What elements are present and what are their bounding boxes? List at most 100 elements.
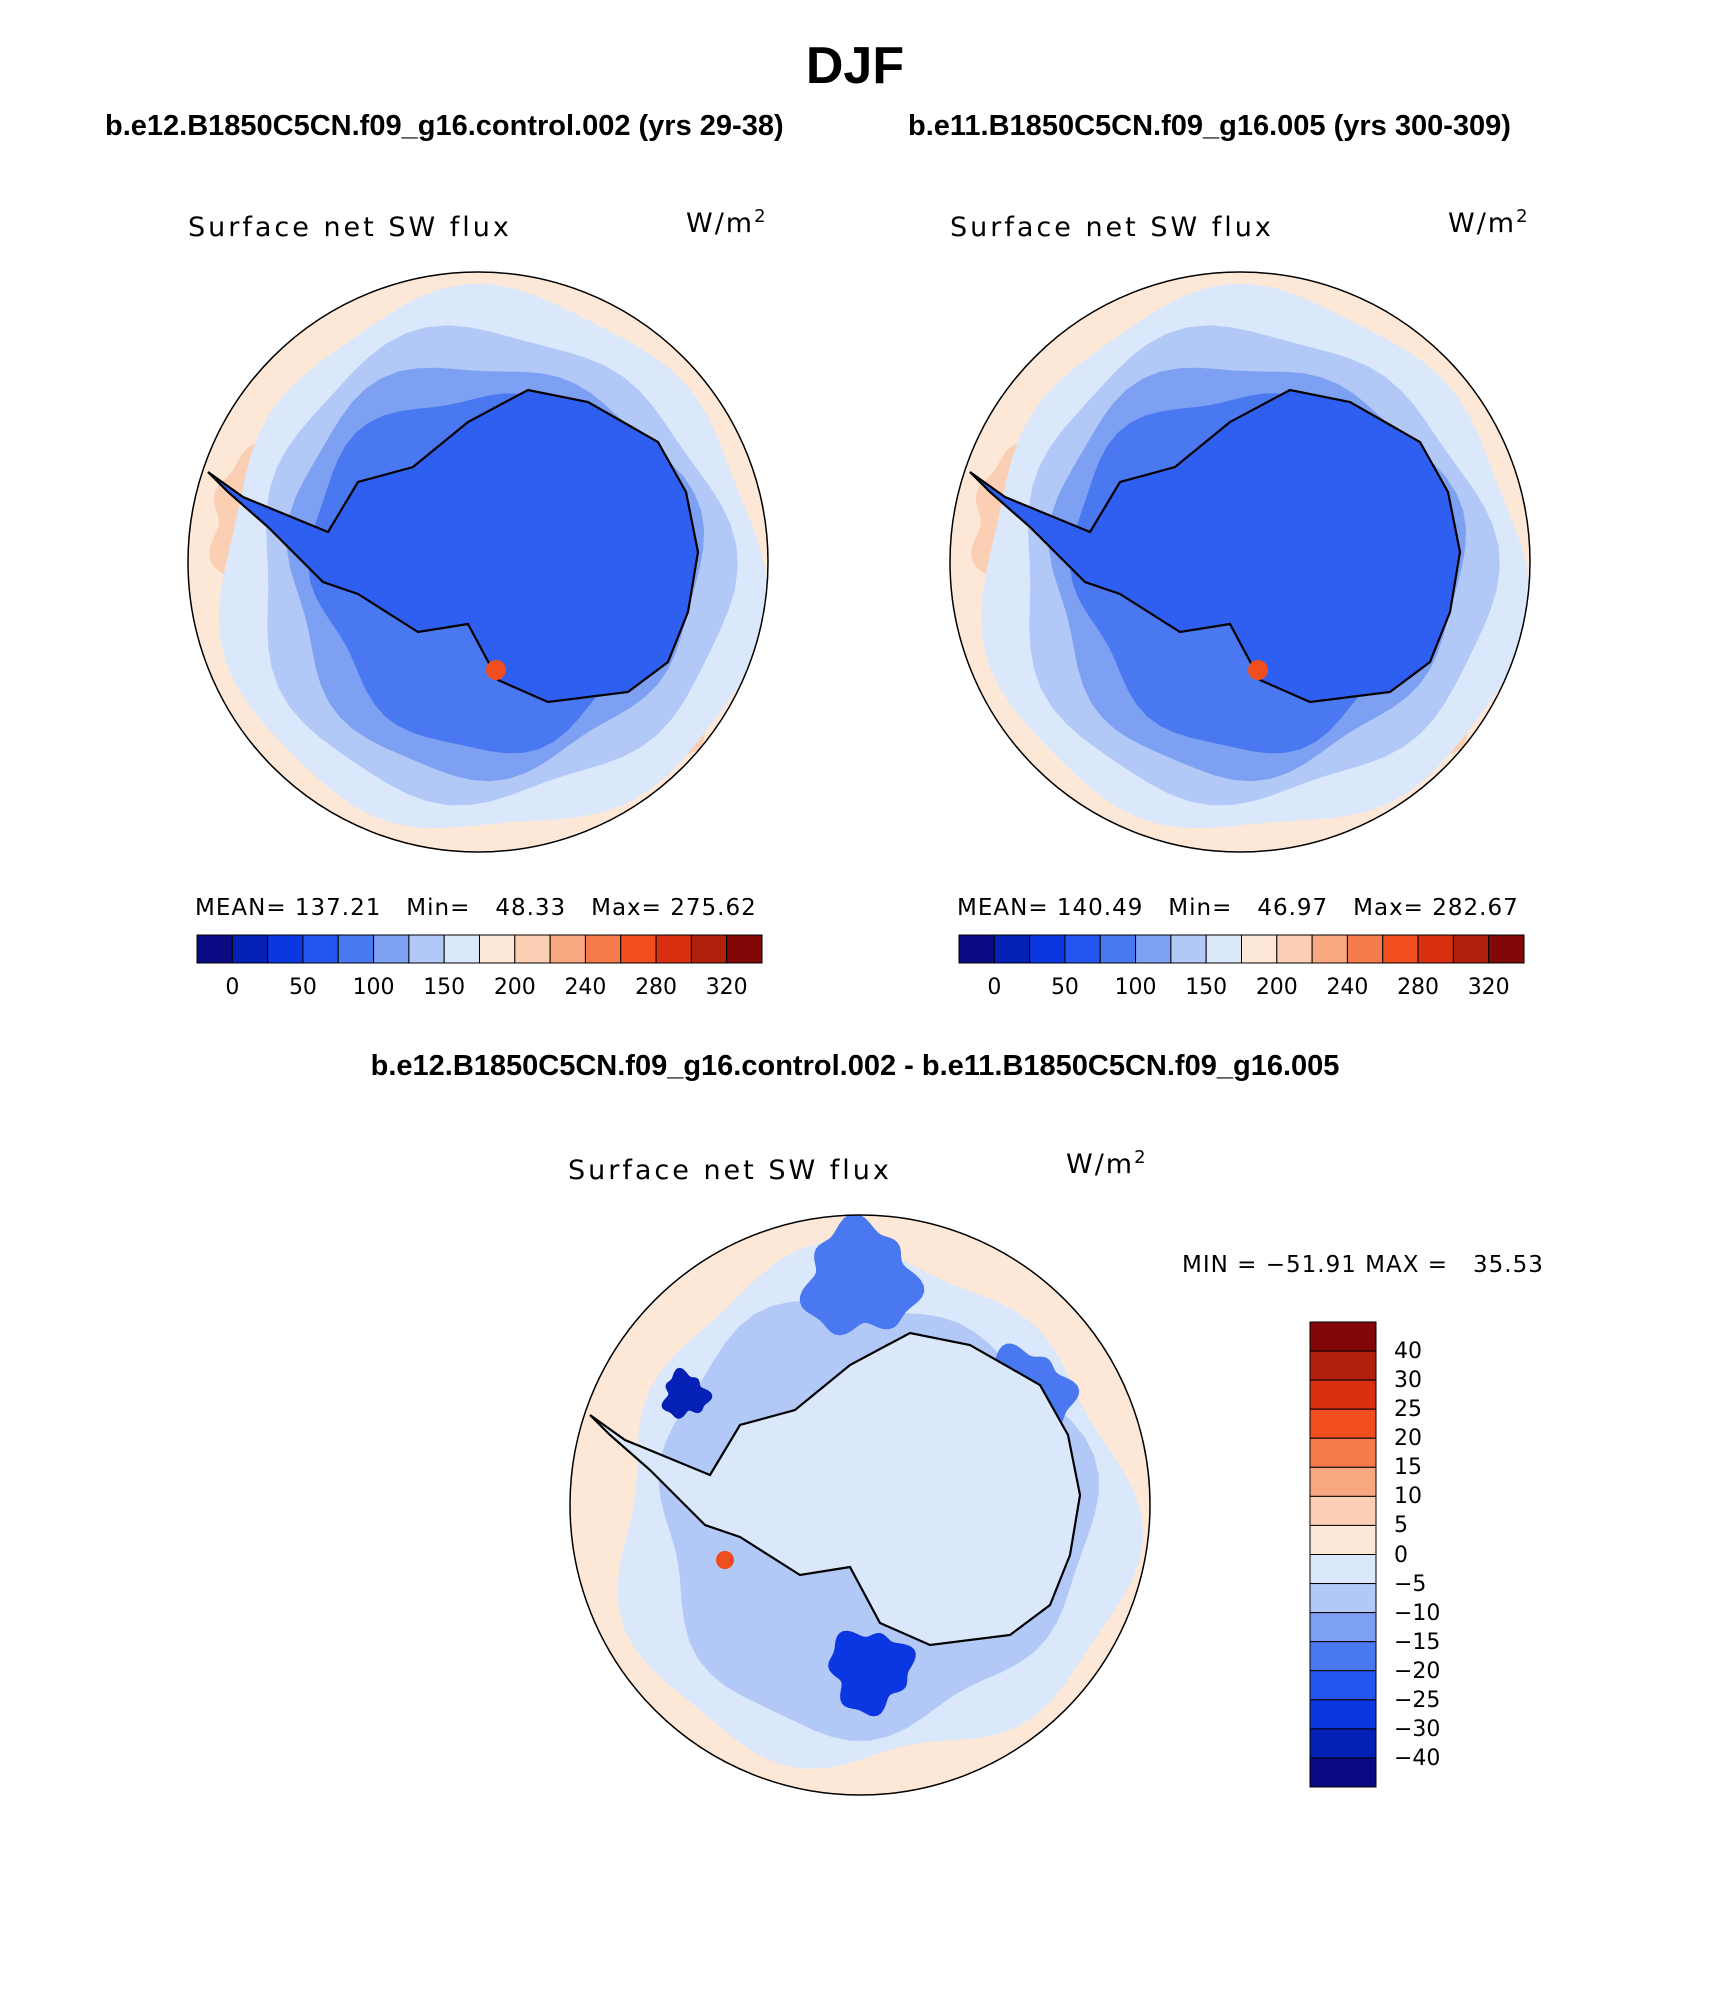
left-colorbar-box — [196, 934, 233, 964]
diff-colorbar-tick-label: −25 — [1394, 1687, 1441, 1713]
diff-colorbar-tick-label: −15 — [1394, 1629, 1441, 1655]
diff-colorbar-tick-label: −30 — [1394, 1716, 1441, 1742]
right-colorbar-box — [1346, 934, 1384, 964]
diff-colorbar-box — [1309, 1757, 1377, 1788]
diff-colorbar-box — [1309, 1699, 1377, 1730]
right-colorbar-box — [1170, 934, 1207, 964]
right-map-border — [949, 271, 1531, 853]
diff-stats: MIN = −51.91 MAX = 35.53 — [1182, 1252, 1544, 1278]
diff-colorbar-box — [1309, 1728, 1377, 1759]
diff-variable-label: Surface net SW flux — [568, 1155, 892, 1186]
left-colorbar-box — [549, 934, 586, 964]
diff-colorbar-box — [1309, 1437, 1377, 1468]
left-hotspot — [486, 660, 506, 680]
diff-colorbar-tick-label: 15 — [1394, 1455, 1422, 1481]
left-colorbar-box — [231, 934, 269, 964]
diff-colorbar-tick-label: 20 — [1394, 1426, 1422, 1452]
right-colorbar-box — [1488, 934, 1525, 964]
diff-colorbar — [1309, 1321, 1377, 1788]
diff-colorbar-box — [1309, 1524, 1377, 1555]
diff-cold-patch — [799, 1215, 925, 1336]
diff-colorbar-tick-label: 30 — [1394, 1368, 1422, 1394]
diff-colorbar-box — [1309, 1641, 1377, 1672]
diff-colorbar-tick-label: 5 — [1394, 1513, 1408, 1539]
diff-colorbar-box — [1309, 1466, 1377, 1497]
right-colorbar-box — [1029, 934, 1066, 964]
diff-units-label: W/m2 — [1066, 1147, 1148, 1180]
right-map-group — [949, 271, 1531, 853]
left-stats: MEAN= 137.21 Min= 48.33 Max= 275.62 — [195, 895, 757, 921]
right-colorbar-tick-label: 50 — [1050, 975, 1079, 1000]
right-colorbar-tick-label: 200 — [1255, 975, 1298, 1000]
left-colorbar-tick-label: 200 — [493, 975, 536, 1000]
right-variable-label: Surface net SW flux — [950, 212, 1274, 243]
diff-colorbar-tick-label: 40 — [1394, 1339, 1422, 1365]
diff-colorbar-box — [1309, 1554, 1377, 1585]
left-colorbar-box — [302, 934, 339, 964]
left-colorbar — [196, 934, 763, 964]
left-colorbar-box — [584, 934, 622, 964]
left-colorbar-box — [479, 934, 516, 964]
right-colorbar-box — [1064, 934, 1101, 964]
left-colorbar-box — [726, 934, 763, 964]
left-colorbar-box — [373, 934, 410, 964]
left-case-title: b.e12.B1850C5CN.f09_g16.control.002 (yrs… — [105, 110, 784, 142]
diff-colorbar-tick-label: −5 — [1394, 1571, 1427, 1597]
diff-colorbar-box — [1309, 1495, 1377, 1526]
left-colorbar-box — [655, 934, 692, 964]
right-colorbar-tick-label: 100 — [1114, 975, 1157, 1000]
diff-hotspot — [716, 1551, 734, 1569]
left-map-group — [187, 271, 769, 853]
left-colorbar-box — [514, 934, 551, 964]
right-antarctica — [969, 388, 1462, 704]
right-colorbar-box — [1452, 934, 1490, 964]
diff-colorbar-box — [1309, 1612, 1377, 1643]
diff-cold-patch — [828, 1630, 916, 1717]
right-colorbar-box — [1099, 934, 1137, 964]
right-colorbar-tick-label: 280 — [1397, 975, 1440, 1000]
diff-colorbar-box — [1309, 1379, 1377, 1410]
diff-colorbar-box — [1309, 1408, 1377, 1439]
left-colorbar-tick-label: 150 — [423, 975, 466, 1000]
left-colorbar-box — [337, 934, 375, 964]
left-antarctica — [207, 388, 700, 704]
diff-colorbar-tick-label: 10 — [1394, 1484, 1422, 1510]
right-colorbar-box — [1241, 934, 1278, 964]
diff-colorbar-tick-label: −10 — [1394, 1600, 1441, 1626]
left-colorbar-box — [267, 934, 304, 964]
right-colorbar-box — [1135, 934, 1172, 964]
right-colorbar-tick-label: 150 — [1185, 975, 1228, 1000]
right-stats: MEAN= 140.49 Min= 46.97 Max= 282.67 — [957, 895, 1519, 921]
left-colorbar-box — [443, 934, 480, 964]
right-colorbar-box — [1205, 934, 1242, 964]
left-colorbar-tick-label: 240 — [564, 975, 607, 1000]
diff-map-border — [569, 1214, 1151, 1796]
diff-colorbar-tick-label: 0 — [1394, 1542, 1408, 1568]
diff-colorbar-tick-label: −20 — [1394, 1658, 1441, 1684]
left-colorbar-tick-label: 0 — [225, 975, 240, 1000]
right-hotspot — [1248, 660, 1268, 680]
left-variable-label: Surface net SW flux — [188, 212, 512, 243]
left-colorbar-tick-label: 280 — [635, 975, 678, 1000]
right-colorbar-box — [993, 934, 1031, 964]
diff-colorbar-tick-label: 25 — [1394, 1397, 1422, 1423]
diff-map-group — [569, 1214, 1151, 1796]
right-colorbar-box — [1382, 934, 1419, 964]
left-units-label: W/m2 — [686, 206, 768, 239]
diff-colorbar-tick-label: −40 — [1394, 1745, 1441, 1771]
page-title: DJF — [805, 37, 905, 95]
left-colorbar-tick-label: 100 — [352, 975, 395, 1000]
diff-colorbar-box — [1309, 1350, 1377, 1381]
right-case-title: b.e11.B1850C5CN.f09_g16.005 (yrs 300-309… — [908, 110, 1511, 142]
right-colorbar-tick-label: 240 — [1326, 975, 1369, 1000]
left-colorbar-tick-label: 320 — [705, 975, 748, 1000]
right-colorbar-tick-label: 0 — [987, 975, 1002, 1000]
right-colorbar-box — [1311, 934, 1348, 964]
left-colorbar-box — [620, 934, 657, 964]
diff-antarctica — [589, 1331, 1082, 1647]
diff-colorbar-box — [1309, 1583, 1377, 1614]
right-colorbar-box — [1276, 934, 1313, 964]
left-colorbar-box — [690, 934, 728, 964]
left-colorbar-tick-label: 50 — [288, 975, 317, 1000]
